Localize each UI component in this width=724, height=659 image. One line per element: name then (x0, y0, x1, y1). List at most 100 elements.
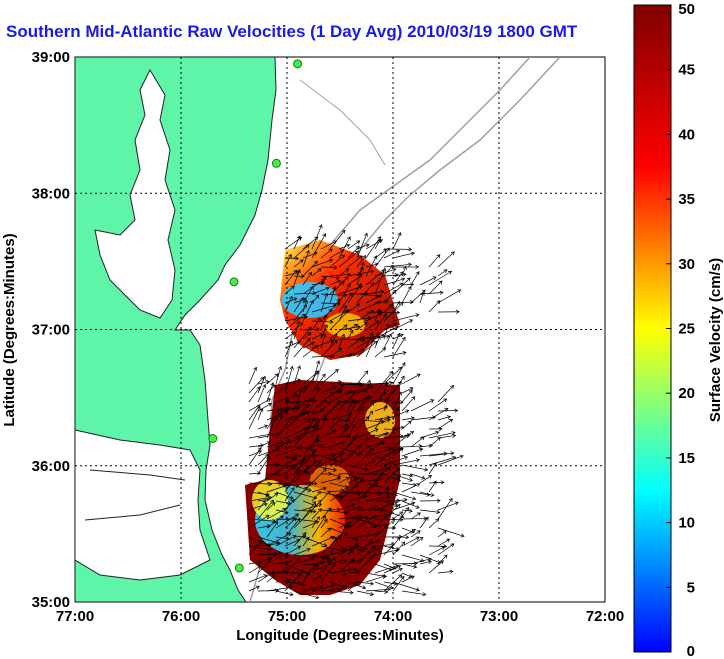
velocity-arrow (320, 490, 331, 502)
velocity-arrow (437, 269, 448, 277)
velocity-arrow-head (265, 456, 270, 461)
velocity-arrow (257, 498, 270, 502)
velocity-arrow (338, 334, 345, 349)
velocity-arrow-head (406, 433, 411, 438)
velocity-arrow-head (388, 511, 393, 516)
velocity-arrow-head (396, 477, 402, 482)
velocity-arrow-head (392, 322, 397, 327)
velocity-arrow (302, 332, 312, 340)
velocity-arrow (392, 362, 406, 385)
velocity-arrow (257, 536, 280, 544)
velocity-arrow (248, 545, 272, 551)
velocity-arrow-head (356, 303, 361, 308)
velocity-arrow (356, 515, 376, 529)
velocity-arrow (329, 249, 344, 259)
velocity-arrow-head (369, 385, 374, 390)
velocity-arrow (347, 303, 360, 313)
velocity-arrow-head (333, 339, 338, 344)
velocity-arrow-head (373, 340, 378, 345)
velocity-arrow-head (377, 294, 382, 299)
velocity-arrow-head (305, 249, 310, 255)
velocity-arrow (329, 508, 341, 511)
velocity-arrow-head (317, 460, 322, 465)
station-marker (208, 434, 218, 443)
velocity-arrow-head (401, 277, 406, 282)
velocity-arrow-head (270, 571, 275, 576)
velocity-arrow-head (312, 562, 317, 567)
velocity-arrow-head (415, 458, 420, 463)
colorbar-tick-label: 20 (678, 385, 695, 402)
velocity-arrow-head (363, 321, 368, 326)
velocity-arrow-head (384, 523, 389, 528)
velocity-arrow (275, 535, 297, 547)
velocity-arrow (329, 581, 346, 588)
velocity-arrow-head (426, 492, 431, 497)
velocity-arrow-head (288, 340, 293, 345)
velocity-arrow-head (407, 285, 412, 291)
velocity-arrow (365, 295, 382, 304)
velocity-arrow-head (383, 405, 389, 410)
velocity-arrow (356, 370, 369, 385)
velocity-arrow-head (376, 548, 381, 553)
velocity-arrow-head (365, 243, 370, 248)
velocity-arrow (302, 278, 325, 295)
velocity-arrow (311, 318, 321, 331)
velocity-arrow-head (309, 299, 314, 305)
velocity-arrow (365, 339, 375, 358)
velocity-arrow-head (297, 573, 302, 578)
velocity-arrow (266, 373, 279, 385)
velocity-arrow-head (266, 441, 271, 446)
velocity-arrow-head (371, 459, 376, 464)
x-tick-labels: 77:00 76:00 75:00 74:00 73:00 72:00 (56, 608, 624, 625)
hf-radar-stations (208, 59, 303, 573)
velocity-arrow (284, 411, 306, 430)
velocity-arrow (365, 313, 382, 322)
velocity-arrow (338, 268, 350, 277)
velocity-arrow (311, 287, 330, 295)
velocity-arrow-head (317, 503, 323, 508)
velocity-arrow (401, 590, 426, 596)
velocity-arrow (266, 483, 292, 493)
velocity-arrow-head (387, 461, 393, 465)
velocity-arrow (257, 470, 281, 484)
velocity-arrow (275, 407, 300, 412)
velocity-arrow-head (303, 304, 307, 309)
velocity-arrow-head (288, 559, 293, 564)
velocity-arrow-head (415, 587, 420, 592)
velocity-arrow (401, 473, 413, 477)
river-line (84, 504, 181, 521)
velocity-arrow-head (300, 297, 304, 302)
velocity-arrow-head (277, 469, 282, 474)
velocity-arrow-head (298, 445, 303, 450)
velocity-arrow (392, 427, 405, 430)
velocity-arrow-head (358, 516, 363, 521)
velocity-arrow-head (353, 399, 358, 404)
velocity-arrow (374, 544, 395, 547)
velocity-arrow (293, 244, 310, 259)
velocity-arrow-head (405, 409, 410, 414)
velocity-arrow-head (369, 310, 375, 314)
velocity-arrow (356, 321, 368, 331)
velocity-arrow (365, 496, 390, 502)
velocity-arrow (365, 332, 373, 349)
velocity-arrow (302, 371, 319, 385)
velocity-arrow-head (343, 293, 348, 298)
velocity-arrow (347, 240, 360, 250)
velocity-arrow-head (380, 507, 385, 512)
velocity-arrow-head (285, 473, 290, 478)
velocity-arrow-head (369, 538, 374, 543)
velocity-arrow-head (322, 399, 327, 404)
velocity-arrow (356, 301, 381, 313)
velocity-arrow (374, 309, 381, 322)
velocity-arrow (401, 482, 417, 486)
velocity-arrow (248, 514, 270, 529)
velocity-arrow (311, 584, 335, 592)
velocity-arrow-head (448, 271, 453, 275)
velocity-arrow (437, 385, 454, 403)
colorbar-tick-label: 45 (678, 62, 695, 79)
velocity-arrow-head (450, 543, 455, 548)
velocity-arrow (374, 311, 400, 313)
velocity-arrow (383, 366, 402, 385)
velocity-arrow-head (297, 581, 302, 586)
velocity-arrow-head (443, 398, 448, 403)
